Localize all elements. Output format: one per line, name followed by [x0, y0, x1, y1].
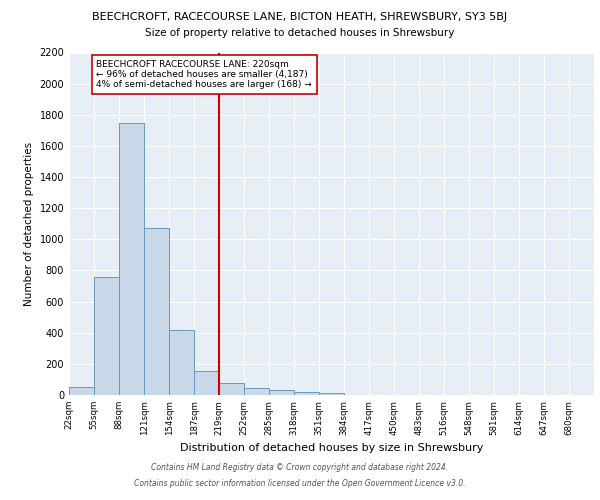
Bar	[94, 276, 119, 395]
Y-axis label: Number of detached properties: Number of detached properties	[24, 142, 34, 306]
Text: Size of property relative to detached houses in Shrewsbury: Size of property relative to detached ho…	[145, 28, 455, 38]
Bar	[294, 392, 319, 395]
X-axis label: Distribution of detached houses by size in Shrewsbury: Distribution of detached houses by size …	[180, 443, 483, 453]
Bar	[269, 390, 294, 395]
Bar	[194, 371, 220, 395]
Bar	[244, 388, 269, 395]
Bar	[169, 330, 194, 395]
Bar	[69, 387, 94, 395]
Text: BEECHCROFT, RACECOURSE LANE, BICTON HEATH, SHREWSBURY, SY3 5BJ: BEECHCROFT, RACECOURSE LANE, BICTON HEAT…	[92, 12, 508, 22]
Bar	[319, 393, 344, 395]
Text: Contains HM Land Registry data © Crown copyright and database right 2024.: Contains HM Land Registry data © Crown c…	[151, 464, 449, 472]
Text: Contains public sector information licensed under the Open Government Licence v3: Contains public sector information licen…	[134, 478, 466, 488]
Text: BEECHCROFT RACECOURSE LANE: 220sqm
← 96% of detached houses are smaller (4,187)
: BEECHCROFT RACECOURSE LANE: 220sqm ← 96%…	[97, 60, 312, 90]
Bar	[218, 382, 244, 395]
Bar	[119, 122, 144, 395]
Bar	[144, 228, 169, 395]
